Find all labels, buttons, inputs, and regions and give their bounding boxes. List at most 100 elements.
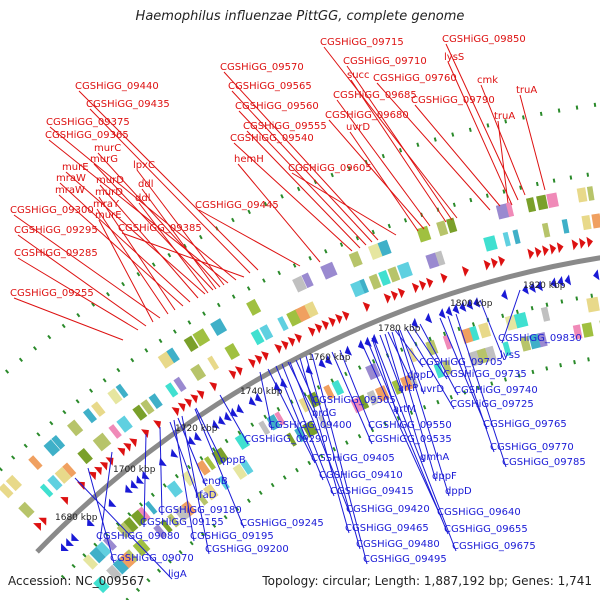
reverse-gene-label: oppB [220, 455, 246, 466]
reverse-gene-arrow [87, 518, 95, 527]
forward-gene-arrow [196, 390, 205, 400]
tick-mark [398, 148, 403, 153]
forward-gene-leader-line [89, 108, 251, 274]
reverse-gene-leader-line [479, 299, 505, 361]
gene-box [323, 384, 335, 400]
gene-box [167, 513, 180, 528]
tick-mark [319, 453, 324, 459]
forward-gene-leader-line [328, 119, 425, 230]
gene-box [258, 420, 271, 436]
gene-box [203, 483, 219, 501]
tick-mark [172, 329, 177, 334]
reverse-gene-leader-line [173, 419, 195, 542]
tick-mark [463, 390, 467, 395]
forward-gene-leader-line [497, 120, 509, 204]
forward-gene-arrow [274, 344, 282, 354]
forward-gene-label: CGSHiGG_09435 [86, 99, 170, 110]
gene-box [572, 324, 583, 340]
reverse-gene-leader-line [194, 408, 245, 529]
reverse-gene-leader-line [419, 323, 459, 396]
forward-gene-arrow [60, 496, 69, 506]
reverse-gene-leader-line [331, 351, 373, 445]
forward-gene-arrow [440, 272, 448, 284]
reverse-gene-label: CGSHiGG_09245 [240, 518, 324, 529]
tick-mark [262, 278, 266, 283]
reverse-gene-arrow [159, 457, 167, 467]
tick-mark [71, 563, 76, 569]
tick-mark [32, 346, 38, 351]
tick-mark [187, 320, 192, 325]
forward-gene-arrow [328, 317, 336, 328]
gene-box [434, 250, 446, 266]
reverse-gene-leader-line [74, 477, 173, 580]
gene-box [93, 576, 110, 594]
forward-gene-leader-line [138, 202, 209, 294]
tick-mark [212, 523, 217, 528]
gene-box [89, 546, 106, 564]
reverse-gene-leader-line [289, 361, 351, 515]
gene-box [586, 186, 595, 201]
gene-box [259, 324, 274, 341]
forward-gene-leader-line [349, 131, 419, 232]
tick-mark [569, 175, 573, 180]
gene-box [224, 342, 241, 361]
reverse-gene-arrow [425, 312, 433, 324]
forward-gene-leader-line [445, 43, 519, 201]
reverse-gene-label: gmhA [420, 452, 449, 463]
forward-gene-label: CGSHiGG_09715 [320, 37, 404, 48]
gene-box [318, 414, 329, 430]
gene-box [39, 483, 54, 498]
forward-gene-label: mraW [56, 173, 86, 184]
tick-mark [469, 197, 473, 203]
forward-gene-arrow [123, 443, 132, 452]
tick-mark [270, 482, 275, 488]
tick-mark [167, 252, 172, 258]
gene-box [442, 360, 453, 376]
tick-mark [76, 312, 81, 318]
gene-box [591, 213, 600, 229]
forward-gene-leader-line [323, 46, 458, 219]
reverse-gene-leader-line [143, 433, 147, 528]
reverse-gene-arrow [501, 289, 508, 300]
reverse-gene-leader-line [447, 315, 495, 453]
forward-gene-label: CGSHiGG_09560 [235, 101, 319, 112]
forward-gene-arrow [383, 293, 391, 304]
tick-mark [560, 299, 564, 304]
forward-gene-label: CGSHiGG_09570 [220, 62, 304, 73]
forward-gene-label: CGSHiGG_09385 [118, 223, 202, 234]
reverse-gene-leader-line [367, 341, 449, 535]
tick-mark [586, 172, 590, 177]
reverse-gene-arrow [71, 533, 80, 541]
forward-gene-arrow [461, 266, 469, 277]
tick-mark [277, 270, 281, 276]
gene-box [425, 339, 439, 356]
tick-mark [457, 326, 461, 332]
reverse-gene-leader-line [275, 365, 324, 481]
reverse-gene-leader-line [439, 317, 488, 430]
forward-gene-arrow [260, 351, 269, 361]
gene-box [301, 272, 314, 289]
reverse-gene-arrow [411, 317, 419, 329]
tick-mark [503, 377, 507, 382]
reverse-gene-label: CGSHiGG_09070 [110, 553, 194, 564]
forward-gene-label: CGSHiGG_09295 [14, 225, 98, 236]
tick-mark [289, 399, 294, 404]
gene-box [160, 519, 173, 534]
tick-mark [535, 181, 539, 187]
forward-gene-leader-line [246, 130, 361, 249]
forward-gene-leader-line [97, 152, 221, 288]
forward-gene-leader-line [237, 163, 321, 263]
gene-box [106, 564, 122, 581]
tick-mark [162, 483, 167, 488]
tick-mark [452, 202, 456, 207]
forward-gene-label: mraW [55, 185, 85, 196]
tick-mark [23, 443, 28, 448]
tick-mark [345, 440, 349, 445]
gene-box [190, 363, 207, 381]
forward-gene-leader-line [141, 188, 217, 290]
gene-box [132, 404, 148, 421]
tick-mark [60, 574, 66, 579]
reverse-gene-arrow [593, 269, 600, 281]
tick-mark [486, 123, 490, 128]
